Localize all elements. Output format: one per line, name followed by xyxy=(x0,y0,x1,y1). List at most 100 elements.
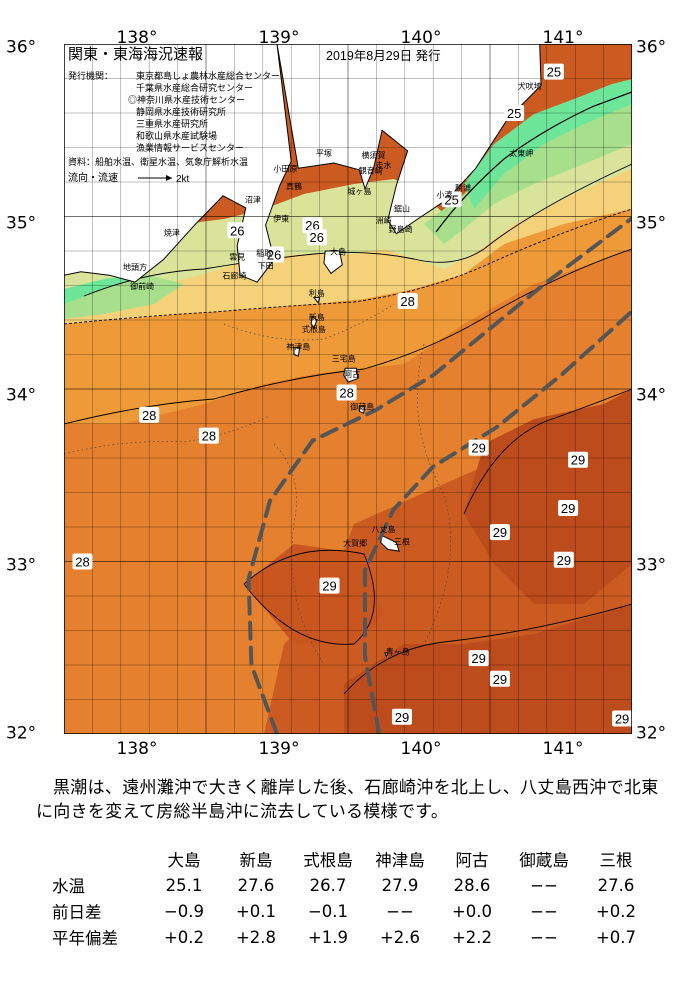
land-hachijojima xyxy=(380,534,400,552)
isotherm-label-box xyxy=(227,222,248,239)
isotherm-label-box xyxy=(302,217,323,234)
isotherm-label-box xyxy=(306,229,327,246)
observation-table: 大島 新島 式根島 神津島 阿古 御蔵島 三根 水温 25.1 27.6 26.… xyxy=(52,846,652,950)
place-name-label: 八丈島 xyxy=(372,524,396,534)
current-legend-arrowhead xyxy=(166,175,172,181)
lon-tick-140-bottom: 140° xyxy=(400,739,442,759)
place-name-label: 利島 xyxy=(309,288,325,298)
place-name-label: 阿古 xyxy=(344,369,360,379)
sst-zone-24-east xyxy=(464,79,632,209)
station-kozushima: 神津島 xyxy=(375,851,425,870)
table-cell: −− xyxy=(530,927,558,947)
place-name-label: 下田 xyxy=(258,261,274,270)
agency-6: 和歌山県水産試験場 xyxy=(136,130,217,141)
isotherm-label-box xyxy=(612,710,632,727)
isotherm-label-box xyxy=(397,293,418,310)
place-name-label: 鋸山 xyxy=(394,203,410,213)
lat-tick-32-right: 32° xyxy=(636,723,667,744)
place-name-label: 平塚 xyxy=(316,149,332,158)
isotherm-label-box xyxy=(468,439,489,456)
place-name-label: 大島 xyxy=(330,246,346,256)
isotherm-label: 29 xyxy=(615,711,629,726)
table-cell: 27.6 xyxy=(597,875,635,895)
lat-tick-36-left: 36° xyxy=(6,37,37,58)
place-name-label: 太東岬 xyxy=(509,148,533,158)
place-name-label: 野島崎 xyxy=(389,224,413,234)
isotherm-label-box xyxy=(264,246,285,263)
agency-2: 千葉県水産総合研究センター xyxy=(136,82,253,93)
isotherm-label: 29 xyxy=(471,651,485,666)
table-cell: +0.7 xyxy=(595,927,637,947)
lat-tick-33-left: 33° xyxy=(6,555,37,576)
isotherm-label: 26 xyxy=(230,223,244,238)
kuroshio-axis-outer xyxy=(363,309,632,734)
land-kozushima xyxy=(293,347,301,357)
place-name-label: 洲崎 xyxy=(376,215,392,225)
table-cell: 26.7 xyxy=(309,875,347,895)
description-text: 黒潮は、遠州灘沖で大きく離岸した後、石廊崎沖を北上し、八丈島西沖で北東に向きを変… xyxy=(36,778,659,822)
place-name-label: 三宅島 xyxy=(332,353,356,363)
isotherm-25-line xyxy=(435,91,632,233)
agencies-label: 発行機関： xyxy=(68,70,113,81)
lon-tick-139-bottom: 139° xyxy=(258,739,300,759)
isotherm-label: 28 xyxy=(142,408,156,423)
isotherm-label-box xyxy=(391,708,412,725)
table-cell: +2.8 xyxy=(235,927,277,947)
isotherm-29-line-east xyxy=(463,388,632,515)
table-cell: 25.1 xyxy=(165,875,203,895)
land-toshima xyxy=(312,297,321,304)
lat-tick-36-right: 36° xyxy=(636,37,667,58)
isotherm-27-line xyxy=(64,208,632,325)
isotherm-29-line-south xyxy=(343,603,632,695)
lon-tick-140-top: 140° xyxy=(400,28,442,48)
isotherm-label-box xyxy=(489,670,510,687)
place-name-label: 沼津 xyxy=(245,195,261,205)
sst-zone-29-5-south xyxy=(344,604,632,734)
isotherm-label: 28 xyxy=(339,385,353,400)
place-name-label: 雲見 xyxy=(229,253,245,262)
station-niijima: 新島 xyxy=(239,851,273,870)
lat-tick-35-right: 35° xyxy=(636,213,667,234)
kuroshio-current-axis xyxy=(246,216,632,734)
place-name-label: 御蔵島 xyxy=(350,402,374,412)
isotherm-label-box xyxy=(336,384,357,401)
place-name-label: 犬吠埼 xyxy=(518,81,542,91)
agency-4: 静岡県水産技術研究所 xyxy=(136,106,226,117)
table-cell: −− xyxy=(386,901,414,921)
observation-header-row: 大島 新島 式根島 神津島 阿古 御蔵島 三根 xyxy=(52,846,652,872)
lat-tick-32-left: 32° xyxy=(6,723,37,744)
place-name-label: 神津島 xyxy=(286,341,310,351)
place-name-label: 観音崎 xyxy=(359,165,383,175)
isotherm-label: 28 xyxy=(400,294,414,309)
place-name-label: 真鶴 xyxy=(286,181,302,191)
isotherm-label: 25 xyxy=(507,106,521,121)
station-shikinejima: 式根島 xyxy=(303,851,353,870)
place-name-label: 勝浦 xyxy=(455,183,471,193)
isotherm-label: 29 xyxy=(471,441,485,456)
table-cell: +1.9 xyxy=(307,927,349,947)
table-cell: +0.1 xyxy=(235,901,277,921)
lon-tick-141-bottom: 141° xyxy=(542,739,584,759)
isotherm-label: 28 xyxy=(75,555,89,570)
isotherm-label: 29 xyxy=(322,579,336,594)
table-cell: −− xyxy=(530,901,558,921)
sst-zone-25 xyxy=(64,274,184,319)
graticule xyxy=(64,44,632,734)
land-miyakejima xyxy=(343,367,359,383)
issue-date: 2019年8月29日 発行 xyxy=(326,49,441,63)
row-label-normal-anomaly: 平年偏差 xyxy=(52,929,118,948)
isotherm-label-box xyxy=(504,105,525,121)
current-legend-label: 流向・流速 xyxy=(68,171,118,184)
table-cell: 27.6 xyxy=(237,875,275,895)
land-mikurajima xyxy=(358,405,366,414)
isotherm-label-box xyxy=(319,577,340,594)
isotherm-label-box xyxy=(489,524,510,541)
place-name-label: 小田原 xyxy=(274,165,298,174)
station-mikurajima: 御蔵島 xyxy=(519,851,569,870)
table-cell: 27.9 xyxy=(381,875,419,895)
place-name-label: 式根島 xyxy=(302,324,326,334)
isotherm-label: 26 xyxy=(310,230,324,245)
